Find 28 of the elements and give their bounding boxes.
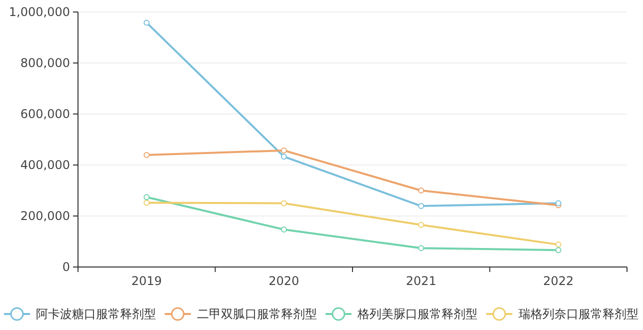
point — [418, 222, 424, 228]
point — [144, 20, 150, 26]
x-tick-label: 2022 — [543, 274, 574, 288]
x-tick-label: 2019 — [131, 274, 162, 288]
point — [280, 154, 287, 160]
y-tick-label: 800,000 — [20, 56, 70, 70]
point — [418, 245, 424, 252]
point — [144, 194, 150, 200]
point — [555, 242, 562, 248]
legend-label: 瑞格列奈口服常释剂型 — [518, 307, 638, 322]
point — [144, 152, 150, 158]
legend-label: 二甲双胍口服常释剂型 — [196, 307, 317, 322]
point — [418, 203, 424, 210]
legend-label: 格列美脲口服常释剂型 — [356, 307, 478, 322]
y-tick-label: 600,000 — [20, 107, 70, 122]
x-tick-label: 2021 — [406, 274, 436, 288]
y-tick-label: 1,000,000 — [8, 5, 70, 20]
y-tick-label: 0 — [62, 260, 70, 274]
point — [418, 188, 424, 194]
point — [144, 200, 150, 206]
point — [280, 226, 287, 233]
x-tick-label: 2020 — [268, 274, 300, 288]
point — [555, 247, 562, 254]
legend-label: 阿卡波糖口服常释剂型 — [36, 307, 156, 322]
point — [280, 200, 287, 206]
y-tick-label: 400,000 — [20, 158, 70, 172]
point — [280, 147, 287, 154]
y-tick-label: 200,000 — [20, 209, 70, 224]
